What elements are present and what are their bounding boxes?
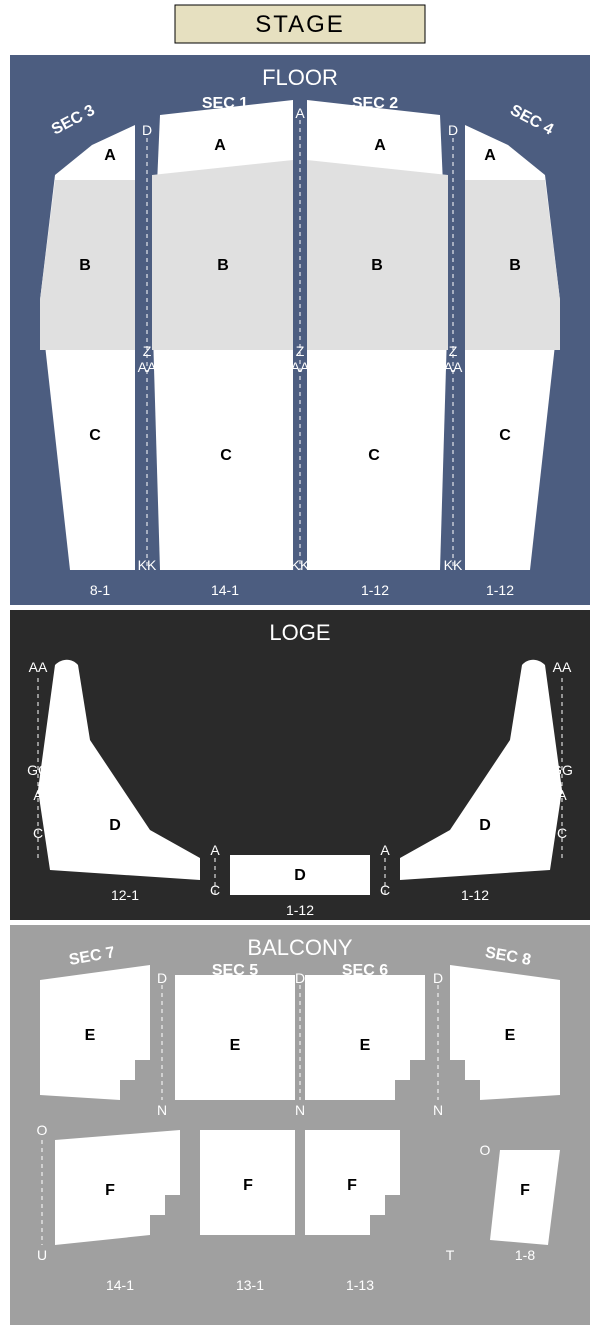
sec6-label: SEC 6 — [342, 962, 388, 979]
svg-text:C: C — [368, 447, 380, 464]
svg-text:D: D — [433, 970, 443, 986]
svg-text:C: C — [89, 427, 101, 444]
svg-text:N: N — [157, 1102, 167, 1118]
svg-text:U: U — [37, 1247, 47, 1263]
balcony-sec5-e[interactable]: E — [175, 975, 295, 1100]
svg-text:B: B — [79, 257, 91, 274]
svg-text:AA: AA — [553, 659, 572, 675]
svg-text:E: E — [360, 1037, 371, 1054]
svg-text:1-12: 1-12 — [461, 887, 489, 903]
sec1-seats: 14-1 — [211, 582, 239, 598]
sec4-seats: 1-12 — [486, 582, 514, 598]
svg-text:C: C — [499, 427, 511, 444]
balcony-sec8-e[interactable]: E — [450, 965, 560, 1100]
svg-text:F: F — [105, 1182, 115, 1199]
svg-text:B: B — [371, 257, 383, 274]
sec2-seats: 1-12 — [361, 582, 389, 598]
svg-text:F: F — [520, 1182, 530, 1199]
svg-text:C: C — [210, 882, 220, 898]
svg-text:D: D — [109, 817, 121, 834]
svg-text:1-12: 1-12 — [286, 902, 314, 918]
stage-label: STAGE — [255, 11, 345, 38]
svg-text:12-1: 12-1 — [111, 887, 139, 903]
loge-title: LOGE — [269, 620, 330, 645]
svg-text:D: D — [479, 817, 491, 834]
balcony-title: BALCONY — [247, 935, 352, 960]
svg-text:A: A — [380, 842, 390, 858]
svg-text:E: E — [230, 1037, 241, 1054]
svg-text:F: F — [243, 1177, 253, 1194]
floor-sec1[interactable]: A B C — [152, 100, 293, 570]
svg-text:AA: AA — [291, 359, 310, 375]
balcony-sec5-f[interactable]: F — [200, 1130, 295, 1235]
svg-text:O: O — [480, 1142, 491, 1158]
sec3-seats: 8-1 — [90, 582, 110, 598]
svg-text:D: D — [448, 122, 458, 138]
balcony-sec8-f[interactable]: F — [490, 1150, 560, 1245]
svg-text:A: A — [33, 787, 43, 803]
sec1-label: SEC 1 — [202, 95, 248, 112]
svg-text:D: D — [294, 867, 306, 884]
svg-text:C: C — [380, 882, 390, 898]
floor-sec2[interactable]: A B C — [307, 100, 448, 570]
svg-text:KK: KK — [291, 557, 310, 573]
svg-text:1-13: 1-13 — [346, 1277, 374, 1293]
svg-text:Z: Z — [296, 343, 305, 359]
svg-text:GG: GG — [27, 762, 49, 778]
svg-text:F: F — [347, 1177, 357, 1194]
svg-text:A: A — [104, 147, 116, 164]
balcony-sec7-e[interactable]: E — [40, 965, 150, 1100]
svg-text:B: B — [217, 257, 229, 274]
svg-text:E: E — [85, 1027, 96, 1044]
svg-text:AA: AA — [29, 659, 48, 675]
svg-text:T: T — [446, 1247, 455, 1263]
svg-text:13-1: 13-1 — [236, 1277, 264, 1293]
svg-text:O: O — [37, 1122, 48, 1138]
svg-text:B: B — [509, 257, 521, 274]
svg-text:A: A — [295, 105, 305, 121]
svg-text:A: A — [557, 787, 567, 803]
svg-text:A: A — [210, 842, 220, 858]
svg-text:AA: AA — [138, 359, 157, 375]
svg-text:N: N — [295, 1102, 305, 1118]
svg-text:1-8: 1-8 — [515, 1247, 535, 1263]
svg-text:A: A — [484, 147, 496, 164]
seating-chart: STAGE FLOOR A B C SEC 1 14-1 A B C SEC 2… — [0, 0, 600, 1336]
svg-text:C: C — [557, 825, 567, 841]
svg-text:Z: Z — [143, 343, 152, 359]
svg-text:E: E — [505, 1027, 516, 1044]
svg-text:N: N — [433, 1102, 443, 1118]
svg-text:A: A — [374, 137, 386, 154]
svg-text:GG: GG — [551, 762, 573, 778]
sec2-label: SEC 2 — [352, 95, 398, 112]
svg-text:D: D — [142, 122, 152, 138]
svg-text:KK: KK — [138, 557, 157, 573]
svg-text:KK: KK — [444, 557, 463, 573]
loge-center[interactable]: D — [230, 855, 370, 895]
svg-text:AA: AA — [444, 359, 463, 375]
seating-svg: STAGE FLOOR A B C SEC 1 14-1 A B C SEC 2… — [0, 0, 600, 1336]
floor-title: FLOOR — [262, 65, 338, 90]
svg-text:Z: Z — [449, 343, 458, 359]
svg-text:14-1: 14-1 — [106, 1277, 134, 1293]
svg-text:C: C — [220, 447, 232, 464]
svg-text:A: A — [214, 137, 226, 154]
svg-text:D: D — [295, 970, 305, 986]
svg-text:D: D — [157, 970, 167, 986]
sec5-label: SEC 5 — [212, 962, 258, 979]
svg-text:C: C — [33, 825, 43, 841]
